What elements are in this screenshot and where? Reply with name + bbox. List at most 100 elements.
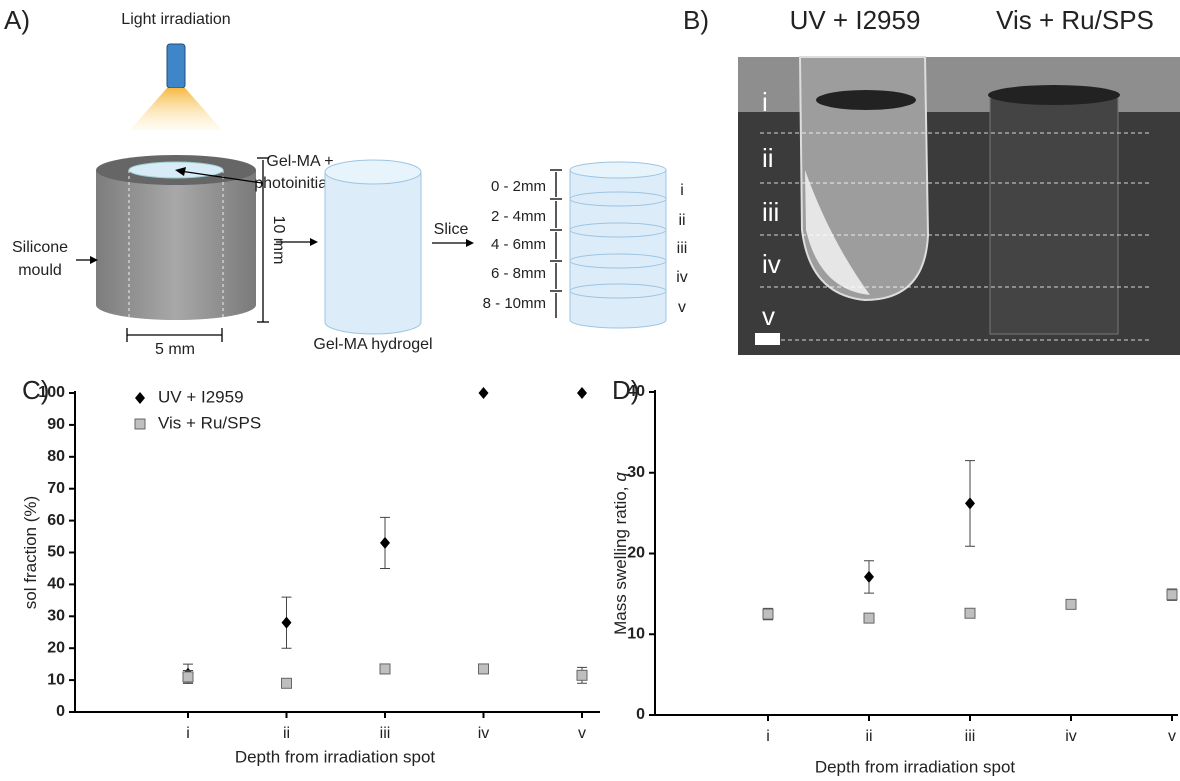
legend-label: UV + I2959 <box>158 387 244 406</box>
mould-label: mould <box>18 262 62 279</box>
slice-range: 6 - 8mm <box>491 265 546 282</box>
arrow <box>179 170 263 184</box>
slice-range: 4 - 6mm <box>491 236 546 253</box>
y-tick-label: 30 <box>47 608 65 625</box>
point <box>1166 589 1178 601</box>
point <box>478 387 489 399</box>
panel-label: C) <box>22 375 49 405</box>
slice-edge <box>569 191 667 207</box>
slice-range: 8 - 10mm <box>483 295 546 312</box>
y-tick-label: 20 <box>627 545 645 562</box>
point <box>863 612 875 624</box>
point <box>577 387 587 399</box>
arrowhead <box>175 167 186 176</box>
arrowhead <box>310 238 318 246</box>
depth-name: i <box>762 87 768 117</box>
slice-name: iii <box>677 240 688 257</box>
panel-label: B) <box>683 5 709 35</box>
y-tick-label: 100 <box>38 384 65 401</box>
slice-name: iv <box>676 269 688 286</box>
mould-label: Silicone <box>12 239 68 256</box>
slice-edge <box>569 283 667 299</box>
y-tick-label: 40 <box>47 576 65 593</box>
y-axis-label-text: Mass swelling ratio, <box>611 487 630 635</box>
y-axis-label-text: sol fraction (%) <box>21 496 40 609</box>
uv-well <box>816 90 916 110</box>
slice-edge <box>569 222 667 238</box>
point <box>762 608 774 620</box>
height-label: 10 mm <box>270 216 287 265</box>
x-tick-label: i <box>186 725 190 742</box>
hydrogel-label: Gel-MA hydrogel <box>313 336 432 353</box>
slice-name: i <box>680 182 684 199</box>
y-axis-label-symbol: q <box>611 472 630 482</box>
depth-name: iv <box>762 249 781 279</box>
x-tick-label: v <box>1168 728 1176 745</box>
column-label: Vis + Ru/SPS <box>996 5 1154 35</box>
y-tick-label: 10 <box>627 625 645 642</box>
light-label: Light irradiation <box>121 11 230 28</box>
point <box>965 497 975 510</box>
sliced-hydrogel <box>569 169 667 329</box>
y-axis-label: sol fraction (%) <box>21 496 40 609</box>
y-tick-label: 80 <box>47 448 65 465</box>
arrowhead <box>466 239 474 247</box>
x-tick-label: ii <box>283 725 290 742</box>
y-tick-label: 60 <box>47 512 65 529</box>
panel-label: D) <box>612 375 639 405</box>
slice-edge <box>569 161 667 179</box>
x-axis-label: Depth from irradiation spot <box>235 747 436 766</box>
depth-name: iii <box>762 197 779 227</box>
depth-name: ii <box>762 143 774 173</box>
slice-range: 0 - 2mm <box>491 178 546 195</box>
slice-edge <box>569 253 667 269</box>
x-tick-label: iv <box>1065 728 1077 745</box>
point <box>379 663 391 675</box>
point <box>380 536 390 549</box>
x-tick-label: iii <box>965 728 976 745</box>
y-tick-label: 70 <box>47 480 65 497</box>
panel-a: A) Light irradiation Gel-MA + photoiniti… <box>4 5 688 358</box>
vis-well <box>988 85 1120 105</box>
x-tick-label: iv <box>478 725 490 742</box>
hydrogel-top <box>324 159 422 185</box>
panel-label: A) <box>4 5 30 35</box>
x-tick-label: i <box>766 728 770 745</box>
arrowhead <box>90 256 98 264</box>
resin-label: photoinitiator <box>254 175 346 192</box>
y-tick-label: 90 <box>47 416 65 433</box>
vis-gel <box>989 97 1119 335</box>
uv-gel-highlight <box>805 170 870 295</box>
column-label: UV + I2959 <box>790 5 921 35</box>
y-tick-label: 0 <box>636 706 645 723</box>
point <box>478 663 489 675</box>
point <box>182 671 194 683</box>
slice-label: Slice <box>434 221 469 238</box>
depth-name: v <box>762 301 775 331</box>
resin-label: Gel-MA + <box>266 153 333 170</box>
y-tick-label: 50 <box>47 544 65 561</box>
y-tick-label: 10 <box>47 671 65 688</box>
slice-range: 2 - 4mm <box>491 208 546 225</box>
point <box>281 677 292 689</box>
x-tick-label: ii <box>865 728 872 745</box>
point <box>1065 598 1077 610</box>
diameter-label: 5 mm <box>155 341 195 358</box>
point <box>576 669 588 681</box>
legend-label: Vis + Ru/SPS <box>158 413 261 432</box>
point <box>134 418 146 430</box>
lamp <box>166 43 186 89</box>
hydrogel <box>324 171 422 335</box>
point <box>964 607 976 619</box>
slice-name: ii <box>678 212 685 229</box>
x-axis-label: Depth from irradiation spot <box>815 757 1016 776</box>
point <box>281 616 292 629</box>
y-tick-label: 0 <box>56 703 65 720</box>
point <box>135 392 145 404</box>
slice-name: v <box>678 299 686 316</box>
